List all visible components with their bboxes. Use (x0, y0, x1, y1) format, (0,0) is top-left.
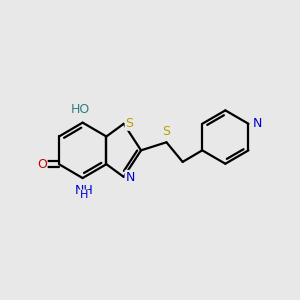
Text: N: N (126, 171, 135, 184)
Text: S: S (126, 117, 134, 130)
Text: NH: NH (74, 184, 93, 197)
Text: HO: HO (71, 103, 90, 116)
Text: N: N (253, 117, 262, 130)
Text: S: S (163, 125, 170, 138)
Text: O: O (37, 158, 47, 171)
Text: H: H (80, 190, 88, 200)
